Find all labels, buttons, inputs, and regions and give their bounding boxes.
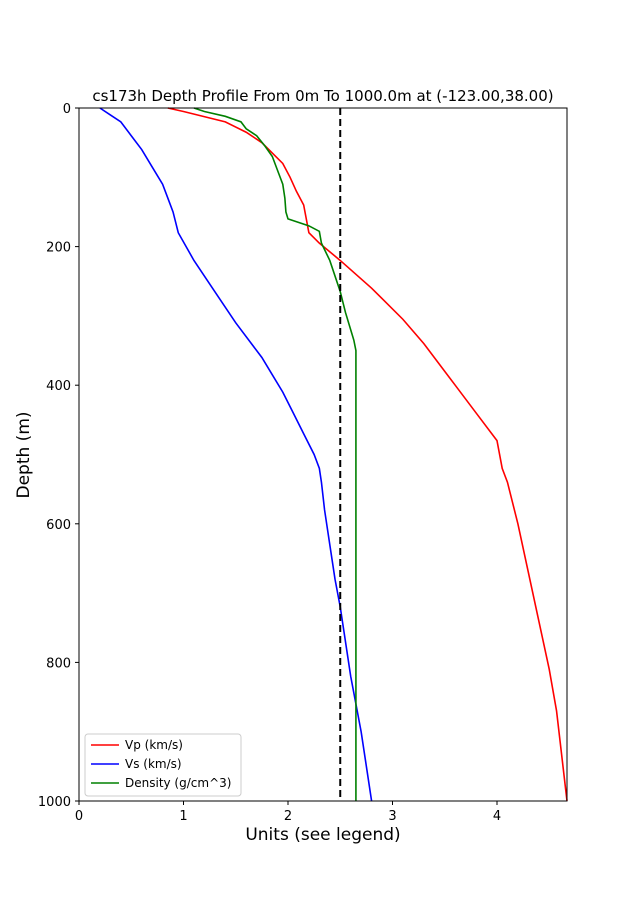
y-tick-label: 400 (46, 379, 71, 394)
legend-label-vp: Vp (km/s) (125, 738, 183, 752)
series-line-2 (193, 107, 357, 801)
x-tick-label: 0 (75, 809, 83, 824)
y-tick-label: 600 (46, 518, 71, 533)
plot-frame (78, 107, 568, 802)
x-tick-label: 1 (179, 809, 187, 824)
x-tick-label: 2 (284, 809, 292, 824)
x-axis-label: Units (see legend) (245, 825, 400, 845)
legend: Vp (km/s) Vs (km/s) Density (g/cm^3) (84, 733, 242, 797)
chart-title: cs173h Depth Profile From 0m To 1000.0m … (92, 87, 553, 105)
y-tick-label: 1000 (38, 795, 71, 810)
y-tick-label: 800 (46, 656, 71, 671)
y-tick-label: 0 (63, 102, 71, 117)
legend-label-density: Density (g/cm^3) (125, 776, 231, 790)
x-axis-ticks: 0 1 2 3 4 (75, 801, 501, 824)
legend-label-vs: Vs (km/s) (125, 757, 182, 771)
x-tick-label: 3 (388, 809, 396, 824)
y-tick-label: 200 (46, 241, 71, 256)
y-axis-ticks: 0 200 400 600 800 1000 (38, 102, 79, 810)
series-line-1 (99, 107, 373, 802)
series-lines (99, 107, 568, 802)
x-tick-label: 4 (493, 809, 501, 824)
y-axis-label: Depth (m) (14, 411, 34, 498)
plot-area (78, 107, 568, 802)
legend-box (84, 733, 242, 797)
